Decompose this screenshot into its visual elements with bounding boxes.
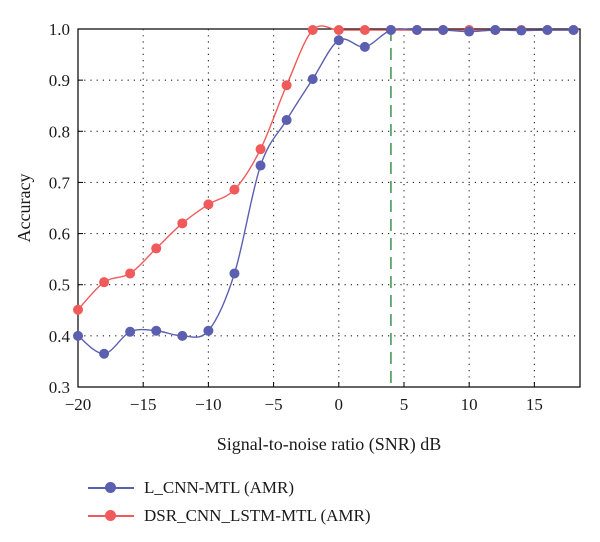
series-1-point-14	[438, 25, 449, 36]
x-tick-label-4: 0	[335, 395, 344, 414]
legend-item-series-2: DSR_CNN_LSTM-MTL (AMR)	[88, 502, 371, 530]
series-1-point-19	[568, 25, 579, 36]
y-tick-label-2: 0.5	[49, 276, 70, 295]
series-2-point-1	[99, 277, 110, 288]
series-1-point-11	[359, 41, 370, 52]
series-1-point-9	[307, 74, 318, 85]
y-tick-label-3: 0.6	[49, 225, 70, 244]
y-tick-label-1: 0.4	[49, 327, 71, 346]
axis-ticks: −20 −15 −10 −5 0 5 10 15 0.3 0.4 0.5 0.6 0.7 0.8 0.9 1.…	[49, 20, 543, 414]
series-1-point-16	[490, 25, 501, 36]
series-1-point-0	[73, 330, 83, 341]
y-tick-label-6: 0.9	[49, 71, 70, 90]
series-2-point-11	[359, 25, 370, 36]
series-2-point-9	[307, 25, 318, 36]
series-1-point-6	[229, 268, 240, 279]
series-1-point-4	[177, 330, 188, 341]
y-tick-label-4: 0.7	[49, 173, 71, 192]
series-1-point-13	[412, 25, 423, 36]
x-tick-label-1: −15	[130, 395, 157, 414]
y-tick-label-7: 1.0	[49, 20, 70, 39]
series-1-point-12	[385, 25, 396, 36]
y-tick-label-5: 0.8	[49, 122, 70, 141]
series-2-point-7	[255, 144, 266, 155]
x-tick-label-6: 10	[461, 395, 478, 414]
series-1-point-1	[99, 348, 110, 359]
series-1-point-2	[125, 326, 136, 337]
series-2-point-5	[203, 199, 214, 210]
series-2-point-6	[229, 184, 240, 195]
series-1-point-7	[255, 160, 266, 171]
y-tick-label-0: 0.3	[49, 378, 70, 397]
x-tick-label-3: −5	[265, 395, 283, 414]
series-layer	[73, 25, 579, 359]
legend-swatch-series-1	[88, 481, 134, 495]
x-axis-label: Signal-to-noise ratio (SNR) dB	[217, 434, 441, 455]
legend-item-series-1: L_CNN-MTL (AMR)	[88, 474, 371, 502]
x-tick-label-0: −20	[65, 395, 92, 414]
series-1-point-8	[281, 115, 292, 126]
series-2-point-8	[281, 80, 292, 91]
series-1-point-5	[203, 325, 214, 336]
series-1-point-10	[333, 35, 344, 46]
legend: L_CNN-MTL (AMR) DSR_CNN_LSTM-MTL (AMR)	[88, 474, 371, 530]
y-axis-label: Accuracy	[14, 174, 34, 243]
legend-label-series-1: L_CNN-MTL (AMR)	[144, 478, 294, 497]
series-1-point-3	[151, 325, 162, 336]
legend-label-series-2: DSR_CNN_LSTM-MTL (AMR)	[144, 506, 371, 525]
series-2-point-2	[125, 268, 136, 279]
series-2-point-10	[333, 25, 344, 36]
x-tick-label-2: −10	[195, 395, 222, 414]
series-1-point-18	[542, 25, 553, 36]
series-2-point-0	[73, 304, 83, 315]
plot-area-frame	[77, 28, 581, 388]
series-2-point-3	[151, 243, 162, 254]
x-tick-label-7: 15	[526, 395, 543, 414]
series-1-point-17	[516, 25, 527, 36]
series-2-line	[77, 25, 574, 311]
series-2-point-4	[177, 218, 188, 229]
legend-swatch-series-2	[88, 509, 134, 523]
series-1-point-15	[464, 26, 475, 37]
x-tick-label-5: 5	[400, 395, 409, 414]
series-1-line	[77, 28, 574, 355]
